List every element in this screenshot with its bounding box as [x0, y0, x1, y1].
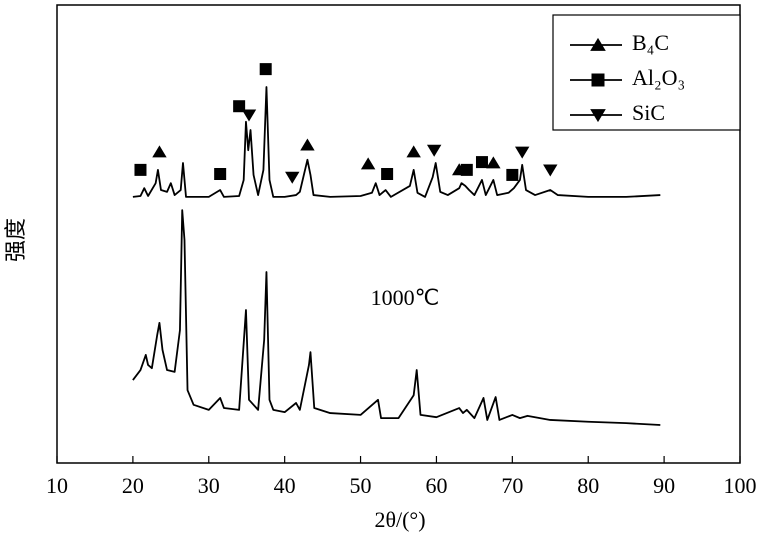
x-tick-label: 50: [350, 473, 372, 498]
phase-marker: [134, 163, 147, 176]
phase-marker: [360, 157, 376, 170]
legend-box: [552, 14, 741, 131]
x-tick-label: 40: [274, 473, 296, 498]
x-tick-label: 20: [122, 473, 144, 498]
phase-marker: [285, 171, 300, 184]
x-tick-label: 80: [577, 473, 599, 498]
plot-frame: [56, 4, 741, 464]
legend-marker: [591, 73, 605, 87]
phase-marker: [486, 156, 501, 169]
x-axis-label: 2θ/(°): [374, 507, 425, 532]
phase-marker: [406, 145, 421, 158]
x-tick-label: 100: [724, 473, 757, 498]
x-tick-label: 60: [425, 473, 447, 498]
series-annotation: 1000℃: [371, 285, 440, 310]
x-tick-label: 70: [501, 473, 523, 498]
legend-label: SiC: [632, 100, 665, 125]
xrd-line: [132, 86, 661, 198]
legend-label: B₄C: [632, 30, 669, 55]
legend-marker: [590, 37, 606, 51]
legend-label: Al₂O₃: [632, 65, 685, 90]
phase-marker: [514, 146, 530, 159]
x-tick-label: 30: [198, 473, 220, 498]
xrd-line: [132, 209, 661, 426]
phase-marker: [259, 63, 272, 76]
phase-marker: [475, 156, 488, 169]
phase-marker: [214, 168, 227, 181]
phase-marker: [543, 164, 558, 177]
x-tick-label: 90: [653, 473, 675, 498]
phase-marker: [460, 163, 473, 176]
phase-marker: [233, 100, 246, 113]
phase-marker: [381, 168, 394, 181]
phase-marker: [426, 144, 442, 157]
y-axis-label: 强度: [3, 218, 28, 262]
legend-marker: [590, 109, 606, 123]
x-tick-label: 10: [46, 473, 68, 498]
phase-marker: [506, 168, 519, 181]
phase-marker: [241, 109, 257, 122]
phase-marker: [152, 145, 167, 158]
phase-marker: [300, 138, 315, 151]
